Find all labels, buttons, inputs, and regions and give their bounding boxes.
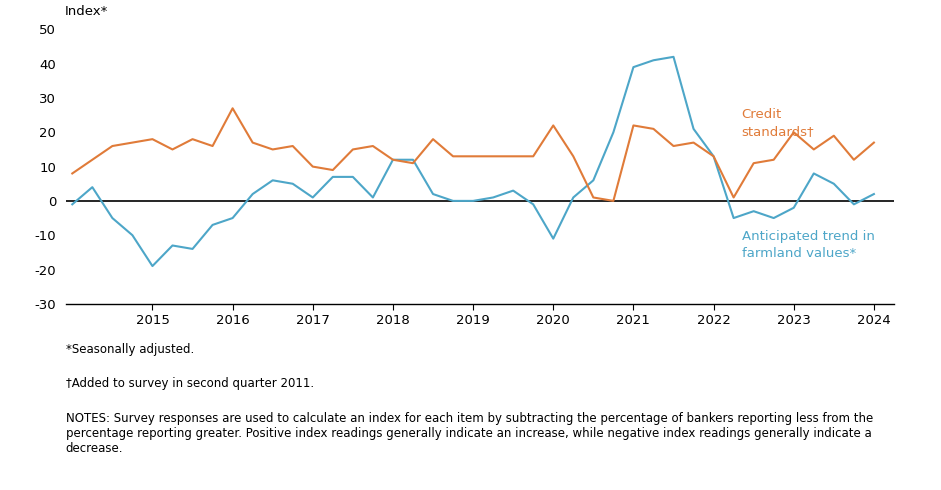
Text: Index*: Index* [65,5,108,19]
Text: NOTES: Survey responses are used to calculate an index for each item by subtract: NOTES: Survey responses are used to calc… [66,412,873,455]
Text: Anticipated trend in
farmland values*: Anticipated trend in farmland values* [742,230,874,260]
Text: Credit
standards†: Credit standards† [742,108,814,138]
Text: *Seasonally adjusted.: *Seasonally adjusted. [66,343,194,356]
Text: †Added to survey in second quarter 2011.: †Added to survey in second quarter 2011. [66,377,314,391]
